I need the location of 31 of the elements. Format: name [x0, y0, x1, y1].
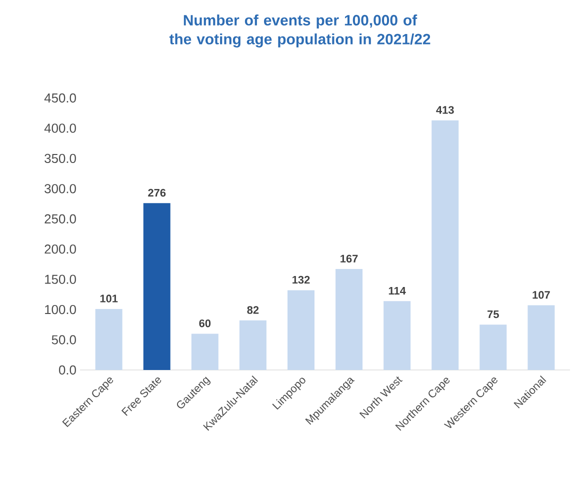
y-tick-label: 0.0 — [58, 365, 76, 375]
chart-title: Number of events per 100,000 of the voting age population in 2021/22 — [169, 14, 430, 48]
y-tick-label: 150.0 — [45, 274, 76, 284]
y-tick-label: 350.0 — [44, 154, 76, 164]
bar — [191, 334, 218, 370]
y-tick-label: 100.0 — [45, 304, 76, 314]
bar — [528, 305, 555, 370]
y-tick-label: 200.0 — [44, 244, 76, 254]
bar — [143, 203, 170, 370]
data-label: 276 — [148, 188, 166, 197]
data-label: 413 — [436, 106, 454, 114]
y-tick-label: 300.0 — [44, 184, 76, 194]
data-label: 107 — [532, 291, 550, 299]
data-label: 101 — [100, 294, 118, 302]
bar — [384, 301, 411, 370]
data-label: 60 — [199, 319, 211, 328]
bar — [336, 269, 363, 370]
data-label: 75 — [488, 310, 499, 318]
bar — [432, 120, 459, 370]
y-tick-label: 450.0 — [44, 93, 76, 103]
bar — [287, 290, 314, 370]
data-label: 82 — [247, 306, 259, 314]
data-label: 114 — [388, 287, 406, 295]
bar — [95, 308, 122, 370]
data-label: 167 — [340, 254, 358, 263]
y-tick-label: 400.0 — [44, 124, 76, 133]
bar — [239, 320, 266, 370]
y-tick-label: 250.0 — [44, 214, 76, 224]
bar — [480, 324, 507, 370]
y-tick-label: 50.0 — [52, 335, 76, 344]
data-label: 132 — [292, 276, 310, 284]
